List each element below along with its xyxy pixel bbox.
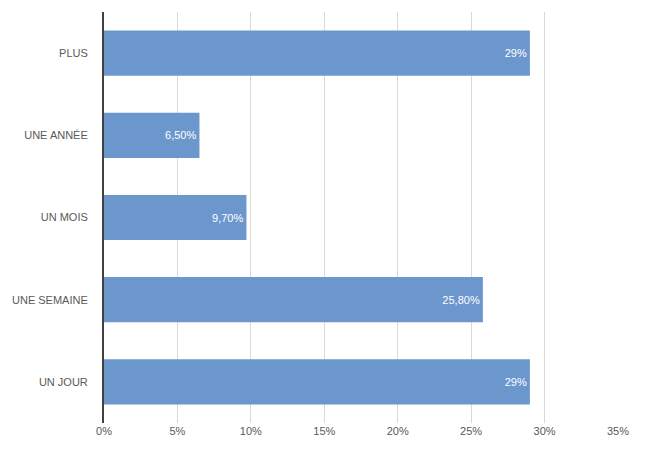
- svg-text:0%: 0%: [96, 425, 112, 437]
- svg-text:5%: 5%: [169, 425, 185, 437]
- svg-text:UN MOIS: UN MOIS: [41, 211, 88, 223]
- svg-text:10%: 10%: [240, 425, 262, 437]
- svg-text:6,50%: 6,50%: [165, 129, 196, 141]
- svg-text:25,80%: 25,80%: [442, 294, 480, 306]
- svg-text:35%: 35%: [607, 425, 629, 437]
- svg-text:9,70%: 9,70%: [212, 212, 243, 224]
- svg-text:PLUS: PLUS: [59, 47, 88, 59]
- svg-text:UN JOUR: UN JOUR: [39, 376, 88, 388]
- svg-text:29%: 29%: [505, 47, 527, 59]
- svg-text:UNE ANNÉE: UNE ANNÉE: [24, 129, 88, 141]
- svg-text:20%: 20%: [387, 425, 409, 437]
- svg-text:25%: 25%: [460, 425, 482, 437]
- svg-text:15%: 15%: [313, 425, 335, 437]
- svg-text:30%: 30%: [534, 425, 556, 437]
- svg-text:UNE SEMAINE: UNE SEMAINE: [12, 294, 88, 306]
- svg-text:29%: 29%: [505, 376, 527, 388]
